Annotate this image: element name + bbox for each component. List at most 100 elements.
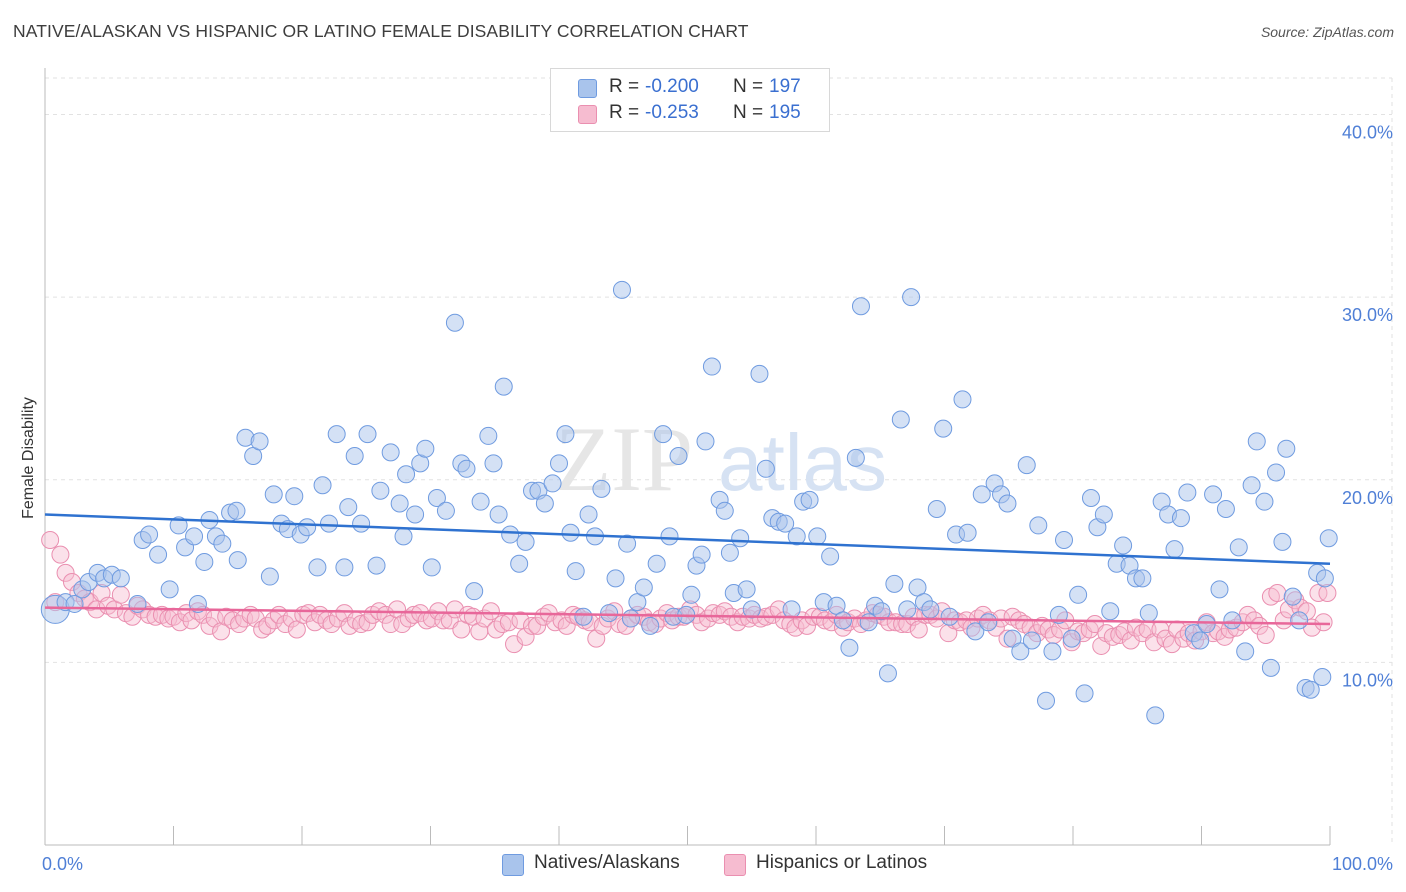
native-point [1229, 538, 1248, 557]
native-point [484, 454, 503, 473]
hispanic-point [1314, 613, 1333, 632]
y-tick-label: 30.0% [1342, 305, 1393, 325]
hispanic-point [170, 613, 189, 632]
hispanic-point [786, 618, 805, 637]
y-tick-label: 20.0% [1342, 488, 1393, 508]
hispanic-trend-line [44, 606, 1331, 626]
native-point [1081, 489, 1100, 508]
native-point [1171, 509, 1190, 528]
legend-n-value: 195 [769, 102, 801, 123]
native-point [1191, 631, 1210, 650]
native-point [1247, 432, 1266, 451]
native-point [550, 454, 568, 473]
native-point [702, 357, 721, 376]
native-point [682, 585, 701, 604]
native-point [149, 545, 168, 564]
native-point [140, 525, 159, 544]
hispanic-point [1256, 625, 1275, 644]
native-point [821, 547, 840, 566]
y-tick-label: 10.0% [1342, 670, 1393, 690]
native-point [782, 600, 801, 619]
native-point [422, 558, 441, 577]
native-point [1146, 706, 1165, 725]
native-point [335, 558, 354, 577]
native-point [1043, 642, 1062, 661]
native-point [561, 523, 580, 542]
native-point [227, 501, 246, 520]
native-point [885, 574, 904, 593]
native-point [566, 562, 585, 581]
native-point [833, 611, 852, 630]
legend-r-label: R = [609, 102, 640, 123]
native-point [737, 580, 756, 599]
native-point [1210, 580, 1229, 599]
native-point [188, 594, 207, 613]
native-point [872, 602, 891, 621]
native-point [1055, 531, 1074, 550]
native-point [308, 558, 327, 577]
native-point [600, 604, 619, 623]
native-point [479, 426, 498, 445]
native-point [1313, 667, 1332, 686]
hispanic-point [299, 604, 318, 623]
native-point [846, 448, 865, 467]
bottom-legend-swatch-natives [502, 854, 524, 876]
native-point [260, 567, 279, 586]
native-point [516, 532, 535, 551]
x-tick-label: 100.0% [1332, 854, 1393, 874]
native-point [213, 534, 232, 553]
bottom-legend-label-hispanics: Hispanics or Latinos [756, 852, 928, 873]
hispanic-point [511, 611, 530, 630]
hispanic-point [516, 627, 535, 646]
native-point [621, 609, 640, 628]
native-point [1204, 485, 1223, 504]
native-point [750, 364, 769, 383]
native-point [612, 280, 631, 299]
hispanic-point [528, 616, 547, 635]
native-point [1069, 585, 1088, 604]
hispanic-point [505, 635, 524, 654]
native-point [195, 552, 214, 571]
hispanic-point [1162, 635, 1181, 654]
native-point [1261, 658, 1280, 677]
native-point [111, 569, 130, 588]
native-point [731, 529, 750, 548]
native-point [1133, 569, 1152, 588]
native-point [756, 459, 775, 478]
native-point [1242, 476, 1261, 495]
native-points [40, 280, 1338, 725]
native-point [1319, 529, 1338, 548]
native-point [1273, 532, 1292, 551]
native-point [1011, 642, 1030, 661]
native-point [800, 490, 819, 509]
native-point [840, 638, 859, 657]
native-point [1049, 605, 1068, 624]
native-point [742, 600, 761, 619]
source-label: Source: ZipAtlas.com [1260, 24, 1394, 40]
native-point [358, 425, 377, 444]
hispanic-point [51, 545, 70, 564]
native-point [535, 494, 554, 513]
native-point [660, 527, 679, 546]
native-point [489, 505, 508, 524]
native-point [556, 425, 575, 444]
native-point [940, 607, 959, 626]
native-point [416, 439, 435, 458]
native-point [1315, 569, 1334, 588]
native-point [921, 600, 940, 619]
native-point [958, 523, 977, 542]
native-point [606, 569, 625, 588]
native-point [1101, 602, 1120, 621]
native-point [1301, 680, 1320, 699]
native-point [851, 297, 870, 316]
native-point [1178, 483, 1197, 502]
native-point [1283, 587, 1302, 606]
native-point [634, 578, 653, 597]
native-point [169, 516, 188, 535]
native-point [1075, 684, 1094, 703]
native-point [669, 447, 688, 466]
native-point [692, 545, 711, 564]
legend-row-hispanics: R = -0.253 N = 195 [551, 101, 829, 127]
hispanic-point [111, 585, 130, 604]
hispanic-point [1115, 622, 1134, 641]
